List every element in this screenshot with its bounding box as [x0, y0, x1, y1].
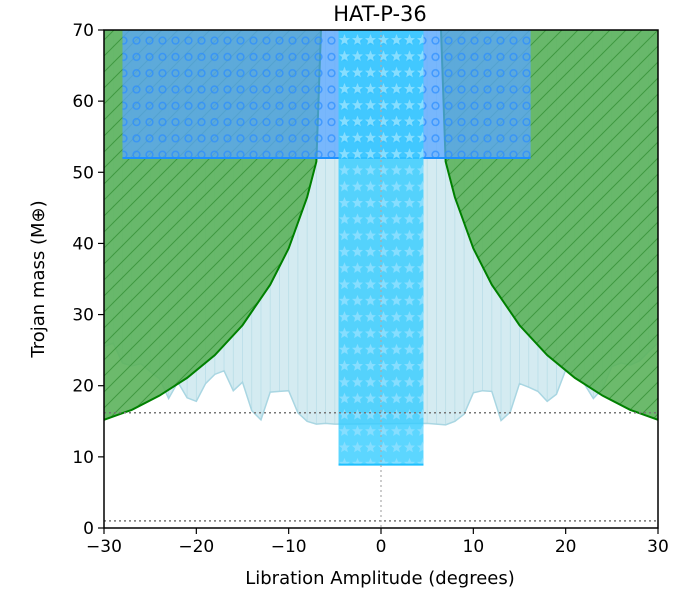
y-tick-label: 20	[72, 377, 94, 397]
y-tick-label: 10	[72, 448, 94, 468]
x-tick-label: −30	[86, 537, 122, 557]
x-tick-label: 0	[376, 537, 387, 557]
x-axis-title: Libration Amplitude (degrees)	[245, 568, 515, 589]
y-tick-label: 50	[72, 163, 94, 183]
x-tick-label: −20	[178, 537, 214, 557]
plot-clip-group	[104, 30, 658, 528]
plot-area	[104, 30, 658, 528]
y-tick-label: 70	[72, 21, 94, 41]
star-region-pattern	[338, 30, 424, 465]
y-tick-label: 0	[83, 519, 94, 539]
x-tick-label: 20	[555, 537, 577, 557]
x-tick-label: 30	[647, 537, 669, 557]
y-tick-label: 60	[72, 92, 94, 112]
y-axis: 0 10 20 30 40 50 60 70	[72, 21, 104, 539]
excluded-boundary-left	[104, 30, 322, 421]
y-axis-title: Trojan mass (M⊕)	[28, 200, 49, 358]
y-tick-label: 30	[72, 306, 94, 326]
excluded-boundary-right	[440, 30, 658, 421]
x-axis: −30 −20 −10 0 10 20 30	[86, 528, 669, 557]
x-tick-label: −10	[271, 537, 307, 557]
x-tick-label: 10	[463, 537, 485, 557]
y-tick-label: 40	[72, 234, 94, 254]
circle-region-pattern	[122, 30, 531, 159]
chart-title: HAT-P-36	[333, 2, 427, 26]
